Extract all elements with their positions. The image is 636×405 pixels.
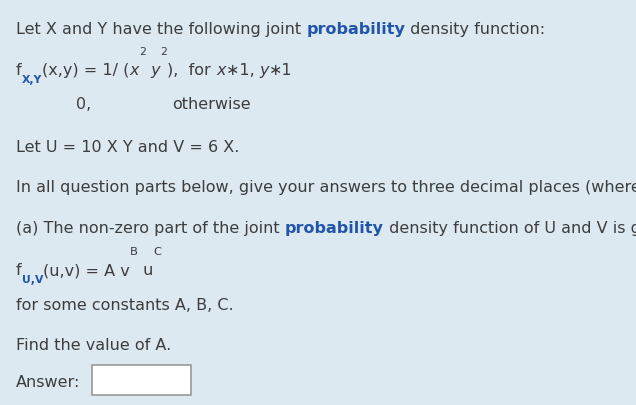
- Text: 0,: 0,: [76, 97, 92, 112]
- FancyBboxPatch shape: [92, 364, 191, 395]
- Text: for some constants A, B, C.: for some constants A, B, C.: [16, 298, 233, 313]
- Text: x: x: [129, 63, 139, 78]
- Text: 2: 2: [160, 47, 167, 57]
- Text: density function:: density function:: [405, 22, 545, 37]
- Text: otherwise: otherwise: [172, 97, 251, 112]
- Text: (x,y) = 1/ (: (x,y) = 1/ (: [42, 63, 129, 78]
- Text: Answer:: Answer:: [16, 375, 80, 390]
- Text: In all question parts below, give your answers to three decimal places (where ap: In all question parts below, give your a…: [16, 180, 636, 195]
- Text: ∗1,: ∗1,: [226, 63, 259, 78]
- Text: ∗1: ∗1: [269, 63, 293, 78]
- Text: f: f: [16, 263, 22, 278]
- Text: y: y: [146, 63, 160, 78]
- Text: C: C: [153, 247, 161, 257]
- Text: probability: probability: [285, 221, 384, 236]
- Text: X,Y: X,Y: [22, 75, 42, 85]
- Text: density function of U and V is given by: density function of U and V is given by: [384, 221, 636, 236]
- Text: f: f: [16, 63, 22, 78]
- Text: u: u: [137, 263, 153, 278]
- Text: U,V: U,V: [22, 275, 43, 286]
- Text: Let X and Y have the following joint: Let X and Y have the following joint: [16, 22, 306, 37]
- Text: Find the value of A.: Find the value of A.: [16, 338, 171, 353]
- Text: B: B: [130, 247, 137, 257]
- Text: y: y: [259, 63, 269, 78]
- Text: (a) The non-zero part of the joint: (a) The non-zero part of the joint: [16, 221, 285, 236]
- Text: Let U = 10 X Y and V = 6 X.: Let U = 10 X Y and V = 6 X.: [16, 140, 239, 155]
- Text: x: x: [216, 63, 226, 78]
- Text: 2: 2: [139, 47, 146, 57]
- Text: (u,v) = A v: (u,v) = A v: [43, 263, 130, 278]
- Text: ),  for: ), for: [167, 63, 216, 78]
- Text: probability: probability: [306, 22, 405, 37]
